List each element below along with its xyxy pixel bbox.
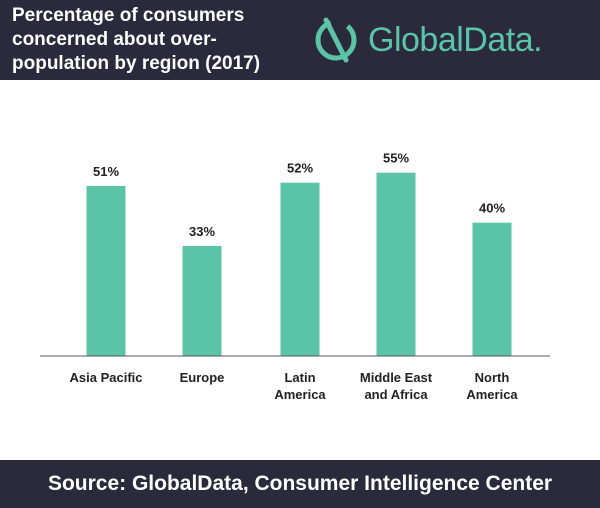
x-tick-label-2-1: America <box>274 387 326 402</box>
data-label-3: 55% <box>383 151 409 166</box>
data-label-2: 52% <box>287 161 313 176</box>
chart-area: 51% Asia Pacific 33% Europe 52% Latin America 5… <box>0 80 600 460</box>
bar-chart: 51% Asia Pacific 33% Europe 52% Latin America 5… <box>40 151 550 402</box>
brand-logo: GlobalData. <box>312 12 543 68</box>
chart-title: Percentage of consumers concerned about … <box>12 5 261 74</box>
bar-0 <box>86 186 126 356</box>
header-bar: Percentage of consumers concerned about … <box>0 0 600 80</box>
footer-bar: Source: GlobalData, Consumer Intelligenc… <box>0 460 600 508</box>
bar-4 <box>472 222 512 356</box>
bar-2 <box>280 182 320 356</box>
x-tick-label-2-0: Latin <box>284 370 315 385</box>
source-note: Source: GlobalData, Consumer Intelligenc… <box>47 472 553 495</box>
x-tick-label-0: Asia Pacific <box>70 370 143 385</box>
globaldata-logo-icon <box>315 17 357 63</box>
x-tick-label-4-1: America <box>466 387 518 402</box>
data-label-0: 51% <box>93 164 119 179</box>
bar-3 <box>376 172 416 356</box>
bar-1 <box>182 246 222 356</box>
brand-name: GlobalData. <box>368 20 543 59</box>
x-tick-label-1: Europe <box>180 370 225 385</box>
x-tick-label-4-0: North <box>475 370 510 385</box>
data-label-1: 33% <box>189 224 215 239</box>
data-label-4: 40% <box>479 201 505 216</box>
x-tick-label-3-0: Middle East <box>360 370 433 385</box>
x-tick-label-3-1: and Africa <box>364 387 428 402</box>
